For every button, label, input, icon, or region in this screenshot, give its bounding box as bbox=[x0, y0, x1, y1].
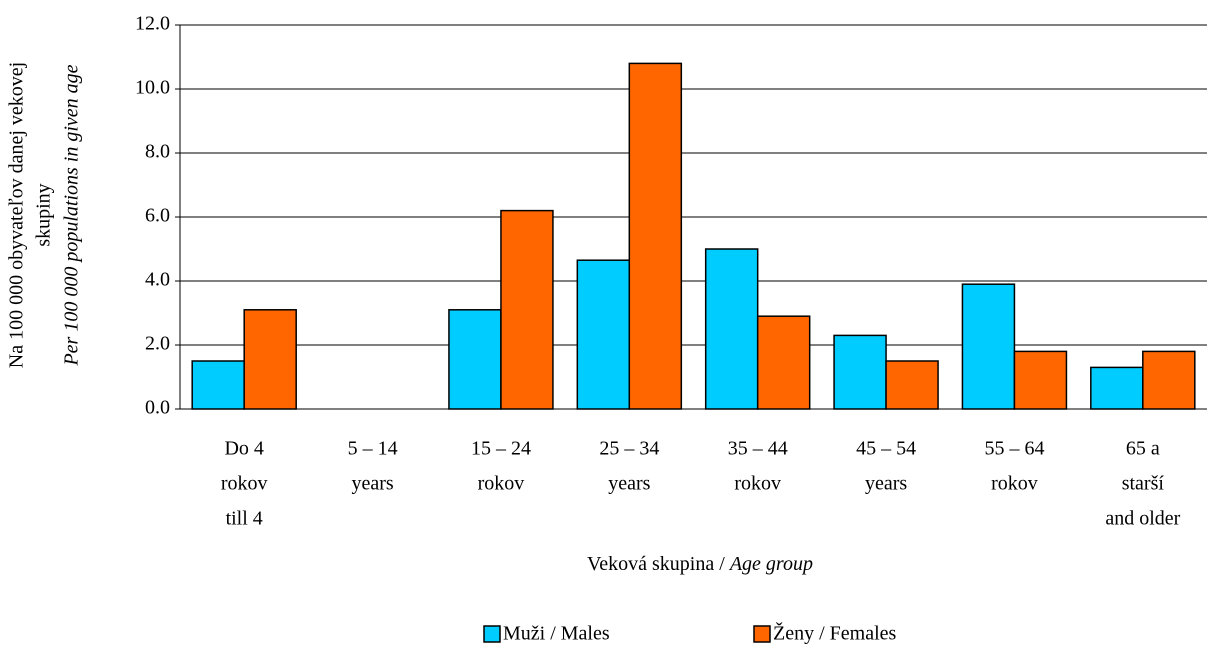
bar bbox=[500, 209, 554, 410]
bar bbox=[576, 259, 631, 410]
x-tick-label: rokov bbox=[478, 473, 525, 495]
x-tick-label: till 4 bbox=[226, 508, 263, 530]
x-tick-label: years bbox=[865, 473, 907, 495]
bar bbox=[833, 334, 887, 410]
x-tick-label: starší bbox=[1122, 473, 1165, 495]
y-tick-label: 6.0 bbox=[145, 205, 170, 227]
x-tick-label: rokov bbox=[221, 473, 268, 495]
x-tick-label: 65 a bbox=[1126, 438, 1160, 460]
bar bbox=[1013, 350, 1068, 410]
x-tick-label: rokov bbox=[991, 473, 1038, 495]
legend-label: Muži / Males bbox=[503, 623, 610, 645]
y-axis-label: Na 100 000 obyvateľov danej vekovej skup… bbox=[6, 62, 83, 368]
x-axis-label: Veková skupina / Age group bbox=[587, 553, 813, 575]
bar bbox=[885, 360, 939, 410]
x-tick-label: 5 – 14 bbox=[348, 438, 398, 460]
legend-swatch bbox=[483, 625, 501, 643]
bar bbox=[243, 309, 297, 410]
x-tick-label: Do 4 bbox=[224, 438, 263, 460]
y-label-line: Na 100 000 obyvateľov danej vekovej bbox=[6, 62, 28, 368]
x-tick-label: years bbox=[608, 473, 650, 495]
x-label: Veková skupina / bbox=[587, 553, 725, 575]
y-tick-label: 10.0 bbox=[135, 77, 170, 99]
x-tick-label: 55 – 64 bbox=[984, 438, 1044, 460]
y-label-line: skupiny bbox=[33, 183, 55, 246]
bar bbox=[1142, 350, 1196, 410]
legend-swatch bbox=[753, 625, 771, 643]
y-tick-label: 12.0 bbox=[135, 13, 170, 35]
x-tick-label: years bbox=[351, 473, 393, 495]
x-label-en: Age group bbox=[728, 553, 813, 575]
x-tick-label: 35 – 44 bbox=[728, 438, 788, 460]
y-tick-label: 8.0 bbox=[145, 141, 170, 163]
bar bbox=[448, 309, 502, 410]
x-tick-label: 25 – 34 bbox=[599, 438, 659, 460]
bar bbox=[628, 62, 683, 410]
bar bbox=[704, 248, 759, 410]
x-tick-label: 45 – 54 bbox=[856, 438, 916, 460]
legend-label: Ženy / Females bbox=[773, 622, 897, 645]
y-tick-label: 2.0 bbox=[145, 333, 170, 355]
x-tick-label: 15 – 24 bbox=[471, 438, 531, 460]
bar bbox=[756, 315, 811, 410]
bar bbox=[191, 360, 245, 410]
x-tick-label: rokov bbox=[734, 473, 781, 495]
y-tick-label: 0.0 bbox=[145, 397, 170, 419]
x-tick-label: and older bbox=[1105, 508, 1180, 530]
bar bbox=[1090, 366, 1144, 410]
bar bbox=[961, 283, 1016, 410]
y-label-en: Per 100 000 populations in given age bbox=[61, 64, 83, 366]
y-tick-label: 4.0 bbox=[145, 269, 170, 291]
